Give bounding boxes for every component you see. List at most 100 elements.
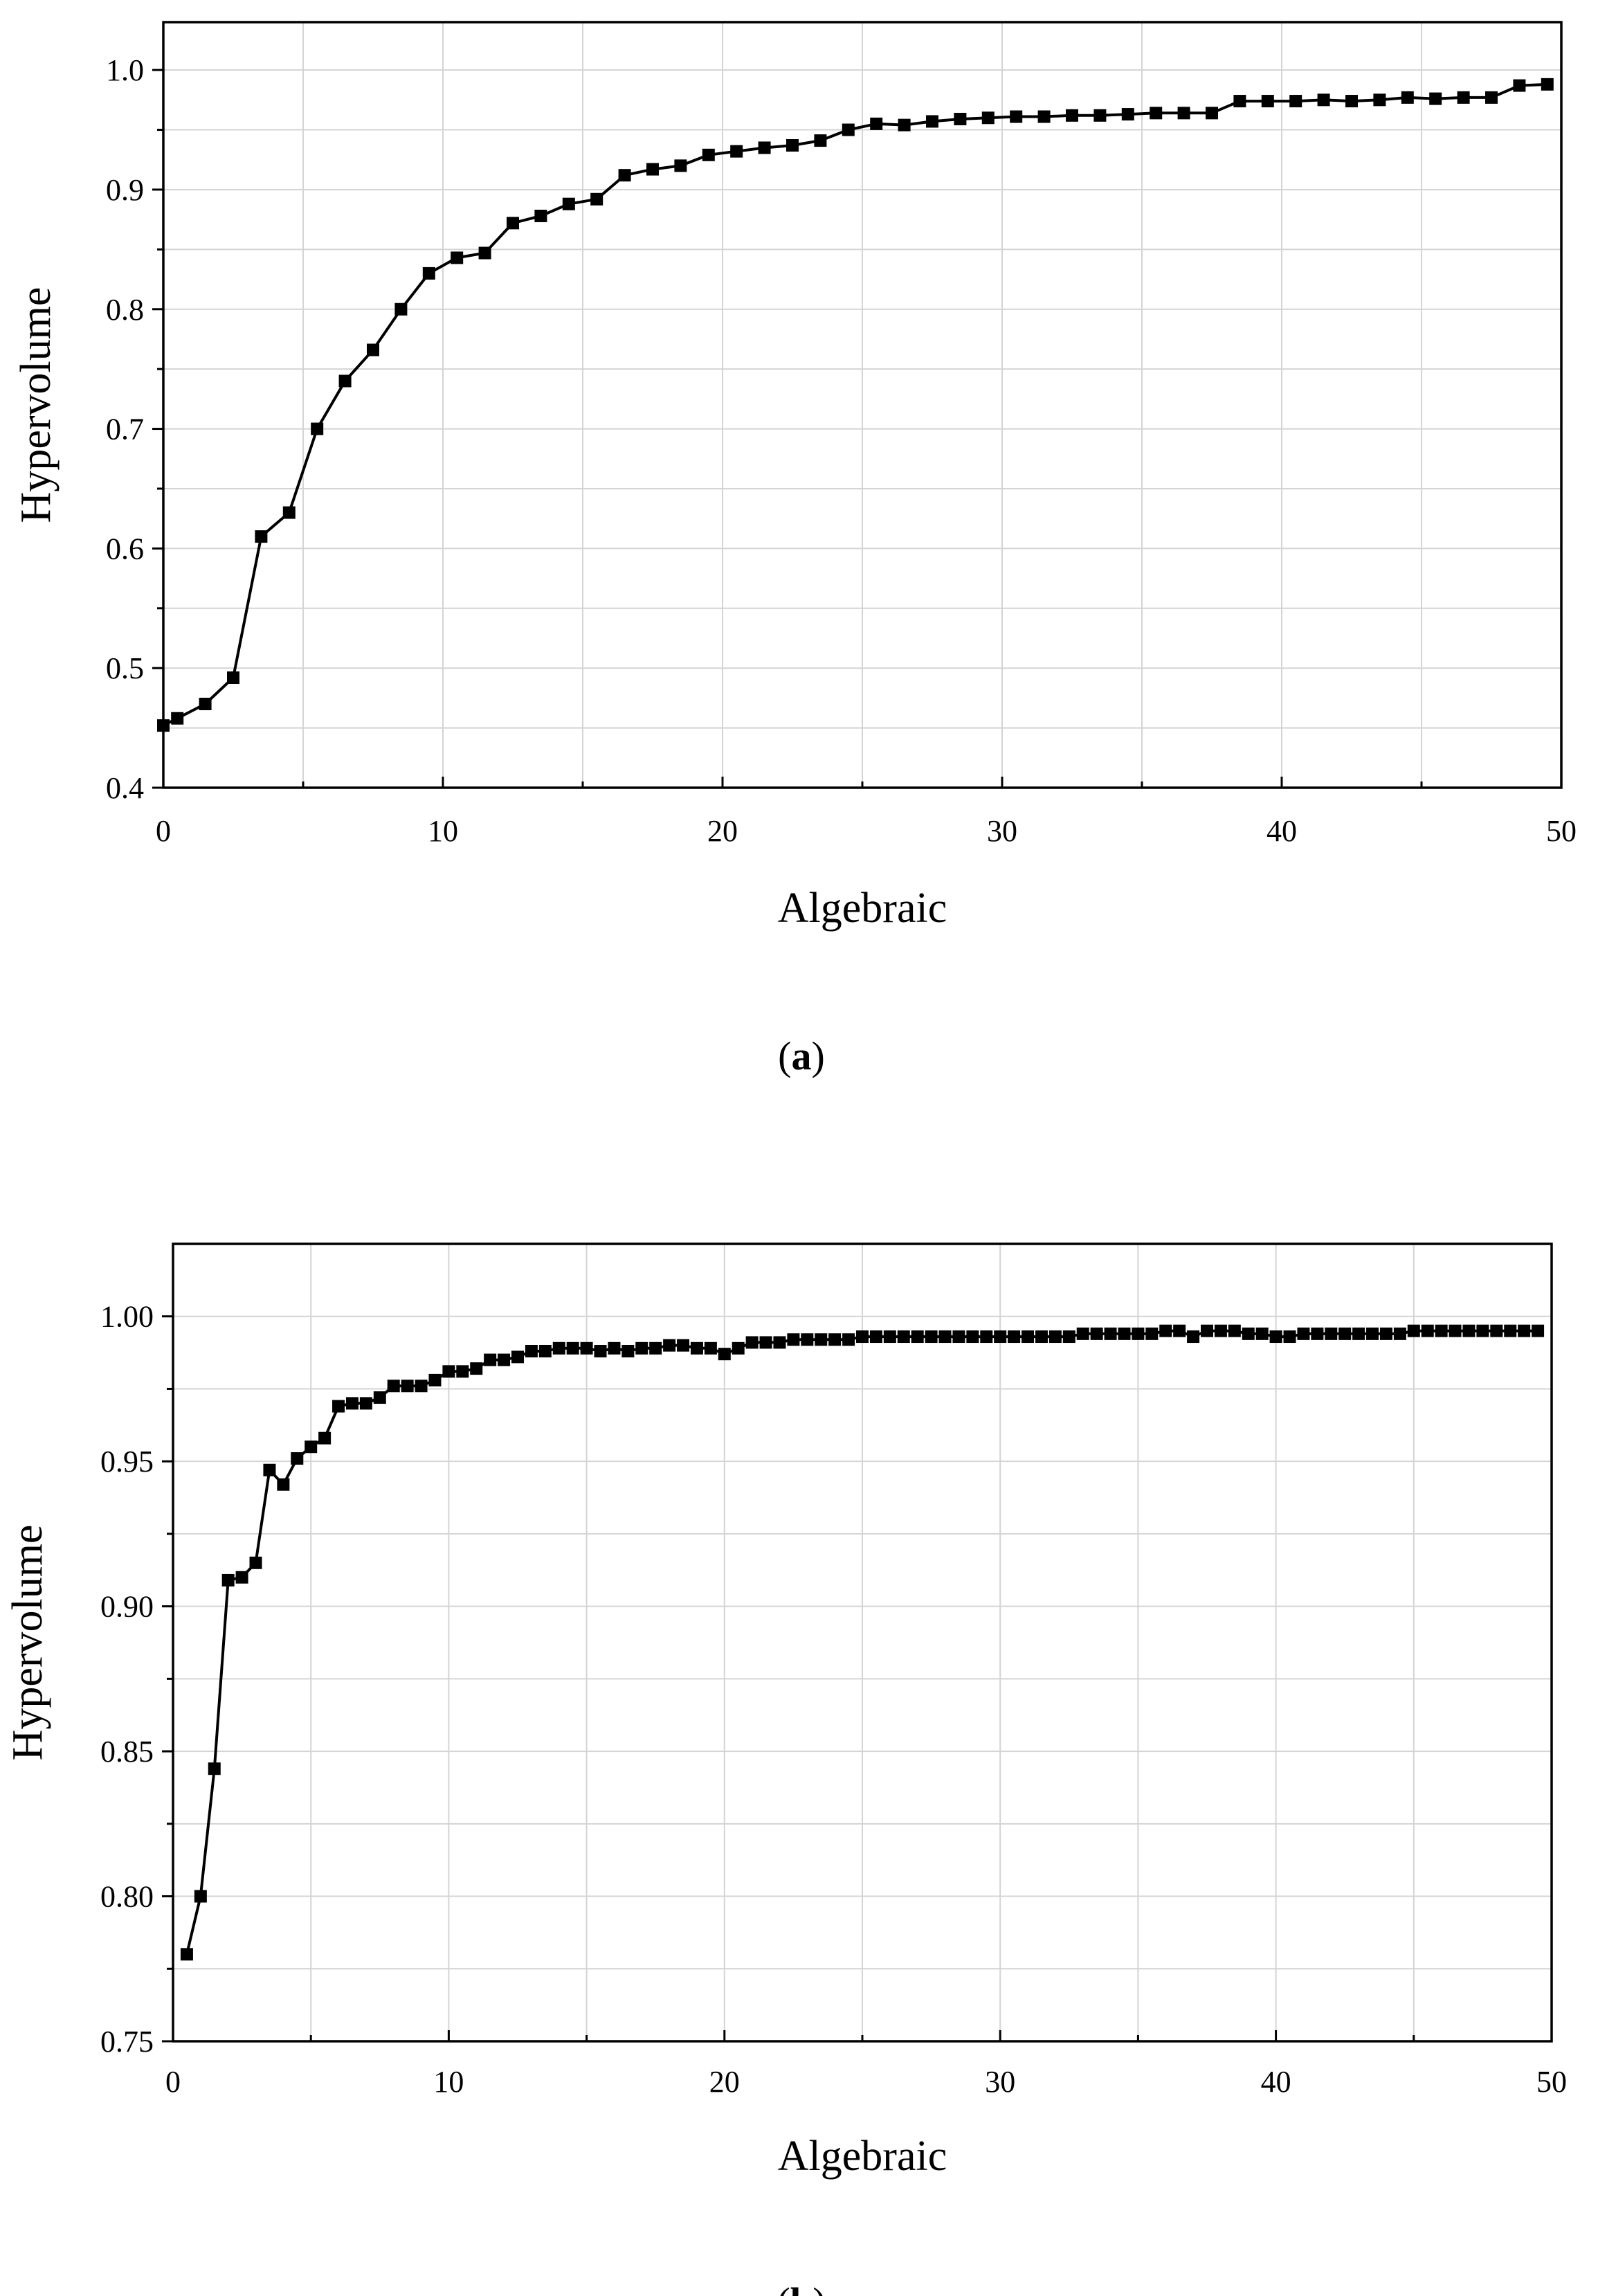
data-point-marker bbox=[718, 1348, 731, 1361]
y-tick-label: 0.7 bbox=[106, 413, 144, 446]
x-tick-label: 50 bbox=[1536, 2065, 1567, 2099]
data-point-marker bbox=[1485, 91, 1498, 104]
data-point-marker bbox=[954, 112, 967, 125]
data-point-marker bbox=[566, 1341, 579, 1355]
data-point-marker bbox=[180, 1948, 193, 1961]
data-point-marker bbox=[1048, 1330, 1062, 1344]
data-point-marker bbox=[157, 719, 170, 732]
data-point-marker bbox=[1090, 1327, 1103, 1340]
data-point-marker bbox=[1008, 1330, 1021, 1344]
data-point-marker bbox=[1145, 1327, 1159, 1340]
data-point-marker bbox=[869, 1330, 882, 1344]
y-tick-label: 0.5 bbox=[106, 651, 144, 685]
data-point-marker bbox=[1490, 1324, 1503, 1337]
data-point-marker bbox=[732, 1341, 745, 1355]
data-point-marker bbox=[815, 1333, 828, 1346]
x-tick-label: 20 bbox=[707, 814, 738, 848]
data-point-marker bbox=[663, 1339, 676, 1352]
data-point-marker bbox=[1325, 1327, 1338, 1340]
data-point-marker bbox=[208, 1762, 221, 1775]
data-point-marker bbox=[925, 1330, 938, 1344]
data-point-marker bbox=[814, 134, 827, 147]
panel-label-open: ( bbox=[777, 2279, 790, 2296]
data-point-marker bbox=[1449, 1324, 1462, 1337]
x-tick-label: 30 bbox=[987, 814, 1017, 848]
x-tick-label: 10 bbox=[428, 814, 458, 848]
grid bbox=[173, 1244, 1552, 2041]
series-line bbox=[163, 82, 1547, 727]
data-point-marker bbox=[1066, 109, 1078, 122]
data-point-marker bbox=[1062, 1330, 1075, 1344]
data-point-marker bbox=[1093, 109, 1107, 122]
data-point-marker bbox=[478, 246, 491, 260]
data-point-marker bbox=[1435, 1324, 1448, 1337]
series-0 bbox=[180, 1324, 1545, 1961]
chart-panel-a: 0 10 20 30 40 50 0.4 0.5 0.6 0.7 0.8 0.9 1.0 Algebrai… bbox=[12, 21, 1577, 1078]
data-point-marker bbox=[1317, 93, 1330, 107]
data-point-marker bbox=[387, 1380, 400, 1393]
data-point-marker bbox=[1311, 1327, 1324, 1340]
data-point-marker bbox=[1283, 1330, 1296, 1344]
data-point-marker bbox=[227, 671, 239, 685]
x-tick-label: 10 bbox=[433, 2065, 464, 2099]
data-point-marker bbox=[898, 118, 911, 132]
data-point-marker bbox=[1233, 95, 1246, 108]
data-point-marker bbox=[507, 217, 519, 230]
y-axis-title: Hypervolume bbox=[4, 1525, 51, 1761]
data-point-marker bbox=[1121, 108, 1134, 121]
data-point-marker bbox=[332, 1400, 345, 1413]
data-point-marker bbox=[249, 1556, 262, 1569]
series-0 bbox=[157, 78, 1554, 732]
data-point-marker bbox=[199, 698, 212, 711]
data-point-marker bbox=[277, 1478, 290, 1491]
y-tick-label: 1.0 bbox=[106, 53, 144, 87]
data-point-marker bbox=[994, 1330, 1007, 1344]
data-point-marker bbox=[1150, 107, 1163, 120]
data-point-marker bbox=[562, 197, 575, 210]
x-axis-title: Algebraic bbox=[778, 885, 947, 932]
data-point-marker bbox=[401, 1380, 414, 1393]
data-point-marker bbox=[883, 1330, 896, 1344]
x-tick-label: 40 bbox=[1261, 2065, 1291, 2099]
y-tick-label: 0.75 bbox=[100, 2025, 154, 2059]
data-point-marker bbox=[484, 1353, 497, 1366]
y-tick-label: 1.00 bbox=[100, 1300, 154, 1334]
data-point-marker bbox=[456, 1365, 469, 1378]
data-point-marker bbox=[1541, 78, 1554, 91]
data-point-marker bbox=[618, 169, 631, 182]
x-tick-label: 50 bbox=[1546, 814, 1577, 848]
data-point-marker bbox=[394, 302, 408, 316]
data-point-marker bbox=[415, 1380, 428, 1393]
chart-panel-b: 0 10 20 30 40 50 0.75 0.80 0.85 0.90 0.95 1.00 Algeb… bbox=[4, 1242, 1567, 2296]
data-point-marker bbox=[305, 1440, 318, 1454]
data-point-marker bbox=[498, 1353, 511, 1366]
data-point-marker bbox=[235, 1571, 248, 1584]
data-point-marker bbox=[1076, 1327, 1089, 1340]
data-point-marker bbox=[580, 1341, 593, 1355]
data-point-marker bbox=[704, 1341, 717, 1355]
y-tick-label: 0.80 bbox=[100, 1880, 154, 1914]
data-point-marker bbox=[552, 1341, 565, 1355]
data-point-marker bbox=[1159, 1324, 1172, 1337]
data-point-marker bbox=[422, 266, 435, 280]
data-point-marker bbox=[786, 138, 799, 152]
y-tick-label: 0.85 bbox=[100, 1735, 154, 1769]
data-point-marker bbox=[1338, 1327, 1352, 1340]
ticks bbox=[162, 1315, 1553, 2043]
y-tick-label: 0.95 bbox=[100, 1445, 154, 1479]
data-point-marker bbox=[470, 1362, 483, 1375]
data-point-marker bbox=[428, 1373, 442, 1386]
panel-label: (b) bbox=[777, 2279, 826, 2296]
data-point-marker bbox=[773, 1336, 786, 1349]
data-point-marker bbox=[534, 209, 547, 222]
data-point-marker bbox=[1513, 79, 1526, 92]
data-point-marker bbox=[646, 163, 659, 176]
x-tick-label: 30 bbox=[985, 2065, 1015, 2099]
data-point-marker bbox=[1457, 91, 1470, 104]
data-point-marker bbox=[1421, 1324, 1434, 1337]
data-point-marker bbox=[980, 1330, 993, 1344]
data-point-marker bbox=[1352, 1327, 1365, 1340]
data-point-marker bbox=[1297, 1327, 1310, 1340]
data-point-marker bbox=[1476, 1324, 1489, 1337]
data-point-marker bbox=[1187, 1330, 1200, 1344]
